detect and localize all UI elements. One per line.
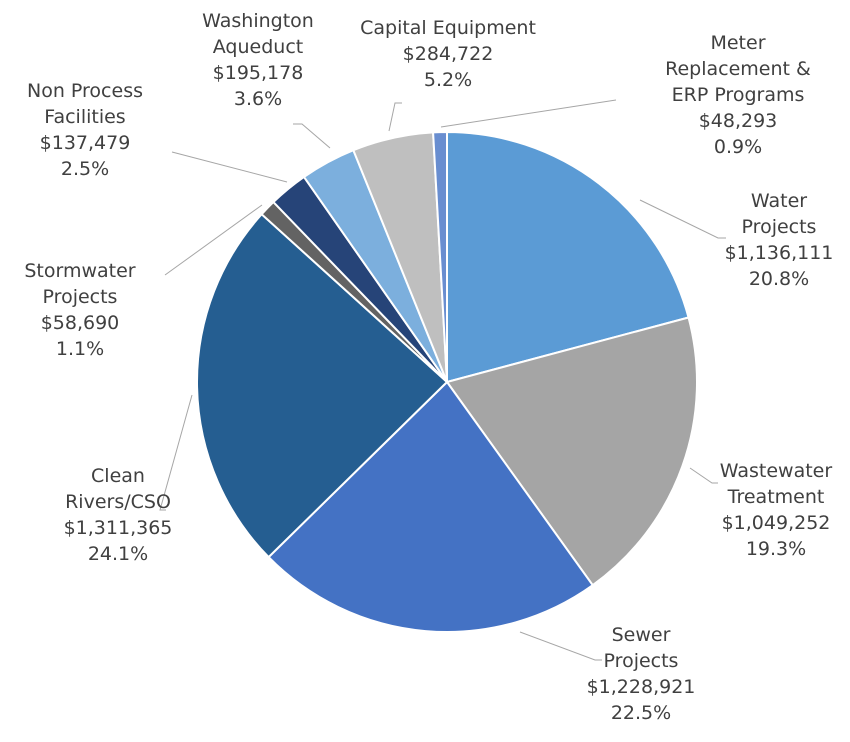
pie-slice: [196, 212, 449, 559]
pie-slice: [432, 130, 448, 383]
slice-label: Water Projects $1,136,111 20.8%: [719, 188, 839, 292]
slice-label: Capital Equipment $284,722 5.2%: [348, 15, 548, 93]
leader-line: [689, 467, 718, 484]
slice-percent: 19.3%: [745, 538, 807, 560]
slice-value: $137,479: [39, 132, 131, 154]
leader-line: [519, 631, 602, 661]
slice-name: Stormwater Projects: [24, 260, 136, 308]
slice-value: $48,293: [698, 110, 778, 132]
slice-name: Washington Aqueduct: [202, 10, 314, 58]
slice-name: Meter Replacement & ERP Programs: [665, 32, 811, 106]
slice-percent: 0.9%: [713, 136, 763, 158]
slice-value: $1,136,111: [724, 242, 834, 264]
leader-line: [293, 123, 331, 149]
slice-label: Clean Rivers/CSO $1,311,365 24.1%: [38, 463, 198, 567]
pie-slice: [267, 380, 595, 633]
slice-value: $195,178: [212, 62, 304, 84]
leader-line: [159, 394, 193, 511]
slice-name: Non Process Facilities: [27, 80, 143, 128]
slice-name: Wastewater Treatment: [719, 460, 833, 508]
slice-percent: 3.6%: [233, 88, 283, 110]
slice-label: Washington Aqueduct $195,178 3.6%: [193, 8, 323, 112]
leader-line: [171, 151, 288, 183]
slice-value: $58,690: [40, 312, 120, 334]
slice-label: Stormwater Projects $58,690 1.1%: [10, 258, 150, 362]
slice-percent: 1.1%: [55, 338, 105, 360]
slice-label: Non Process Facilities $137,479 2.5%: [10, 78, 160, 182]
slice-label: Wastewater Treatment $1,049,252 19.3%: [701, 458, 850, 562]
slice-value: $1,228,921: [586, 676, 696, 698]
slice-percent: 22.5%: [610, 702, 672, 724]
pie-slice: [445, 316, 698, 587]
slice-percent: 5.2%: [423, 69, 473, 91]
slice-value: $1,311,365: [63, 517, 173, 539]
leader-line: [639, 199, 726, 239]
slice-name: Water Projects: [741, 190, 817, 238]
leader-line: [388, 102, 402, 132]
slice-label: Meter Replacement & ERP Programs $48,293 0…: [648, 30, 828, 160]
slice-percent: 20.8%: [748, 268, 810, 290]
slice-label: Sewer Projects $1,228,921 22.5%: [576, 622, 706, 726]
slice-percent: 2.5%: [60, 158, 110, 180]
slice-name: Capital Equipment: [360, 17, 536, 39]
slice-value: $284,722: [402, 43, 494, 65]
slice-name: Clean Rivers/CSO: [65, 465, 171, 513]
leader-line: [440, 99, 617, 128]
slice-name: Sewer Projects: [603, 624, 679, 672]
slice-percent: 24.1%: [87, 543, 149, 565]
pie-slice: [446, 130, 690, 384]
slice-value: $1,049,252: [721, 512, 831, 534]
leader-line: [164, 204, 263, 276]
